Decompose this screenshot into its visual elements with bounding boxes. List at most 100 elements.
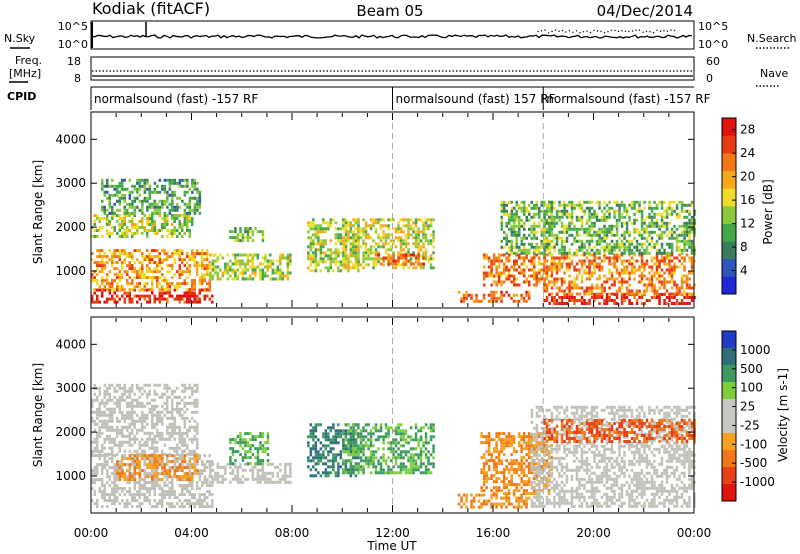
range-gate-cell [680,200,684,204]
range-gate-cell [515,253,518,257]
range-gate-cell [103,205,106,209]
range-gate-cell [178,437,181,441]
range-gate-cell [402,253,405,257]
range-gate-cell [178,395,181,399]
range-gate-cell [670,233,674,237]
range-gate-cell [555,265,559,269]
range-gate-cell [108,386,111,390]
range-gate-cell [675,212,679,216]
range-gate-cell [603,215,606,219]
range-gate-cell [123,249,126,253]
range-gate-cell [101,478,104,482]
range-gate-cell [618,209,621,213]
range-gate-cell [279,268,282,272]
range-gate-cell [193,261,196,265]
range-gate-cell [635,200,639,204]
range-gate-cell [334,254,338,258]
range-gate-cell [357,233,360,237]
range-gate-cell [603,248,606,252]
range-gate-cell [678,224,681,228]
range-gate-cell [497,262,501,266]
range-gate-cell [128,267,131,271]
range-gate-cell [530,236,533,240]
range-gate-cell [138,285,141,289]
range-gate-cell [377,233,380,237]
range-gate-cell [183,493,186,497]
range-gate-cell [176,282,179,286]
range-gate-cell [377,260,380,264]
range-gate-cell [224,262,227,266]
range-gate-cell [203,264,206,268]
range-gate-cell [236,268,240,272]
range-gate-cell [543,289,546,293]
range-gate-cell [113,463,116,467]
range-gate-cell [585,230,589,234]
range-gate-cell [143,487,146,491]
range-gate-cell [342,242,345,246]
range-gate-cell [550,212,554,216]
range-gate-cell [364,257,368,261]
range-gate-cell [236,262,240,266]
range-gate-cell [510,242,513,246]
range-gate-cell [116,261,119,265]
colorbar-swatch [722,276,736,295]
range-gate-cell [387,218,390,222]
range-gate-cell [158,264,161,268]
range-gate-cell [615,221,619,225]
range-gate-cell [533,233,536,237]
range-gate-cell [625,230,629,234]
range-gate-cell [136,187,139,191]
range-gate-cell [409,257,413,261]
nsearch-point [656,29,658,31]
range-gate-cell [693,218,696,222]
range-gate-cell [118,419,121,423]
range-gate-cell [339,263,343,267]
range-gate-cell [660,280,664,284]
range-gate-cell [168,282,171,286]
range-gate-cell [497,256,501,260]
range-gate-cell [156,211,159,215]
range-gate-cell [128,502,131,506]
range-gate-cell [196,252,199,256]
range-gate-cell [482,293,486,297]
range-gate-cell [668,245,671,249]
range-gate-cell [193,294,196,298]
range-gate-cell [126,425,129,429]
range-gate-cell [384,242,388,246]
range-gate-cell [354,257,358,261]
range-gate-cell [224,468,227,472]
range-gate-cell [334,260,338,264]
range-gate-cell [136,383,139,387]
range-gate-cell [224,465,227,469]
freq-tick-bottom: 8 [74,72,81,85]
range-gate-cell [158,291,161,295]
range-gate-cell [663,277,666,281]
range-gate-cell [136,386,139,390]
range-gate-cell [630,242,634,246]
range-gate-cell [344,251,348,255]
range-gate-cell [472,299,476,303]
range-gate-cell [558,262,561,266]
range-gate-cell [219,480,222,484]
range-gate-cell [188,199,192,203]
range-gate-cell [286,474,290,478]
range-gate-cell [548,253,551,257]
range-gate-cell [153,472,157,476]
range-gate-cell [198,505,201,509]
range-gate-cell [568,200,571,204]
range-gate-cell [126,478,129,482]
range-gate-cell [153,392,156,396]
range-gate-cell [193,202,197,206]
range-gate-cell [690,259,694,263]
range-gate-cell [136,493,139,497]
range-gate-cell [158,252,161,256]
range-gate-cell [244,236,247,240]
range-gate-cell [593,212,596,216]
range-gate-cell [675,256,679,260]
range-gate-cell [608,245,611,249]
nsearch-point [589,31,592,34]
range-gate-cell [101,419,104,423]
range-gate-cell [490,296,493,300]
range-gate-cell [362,254,365,258]
range-gate-cell [560,215,564,219]
